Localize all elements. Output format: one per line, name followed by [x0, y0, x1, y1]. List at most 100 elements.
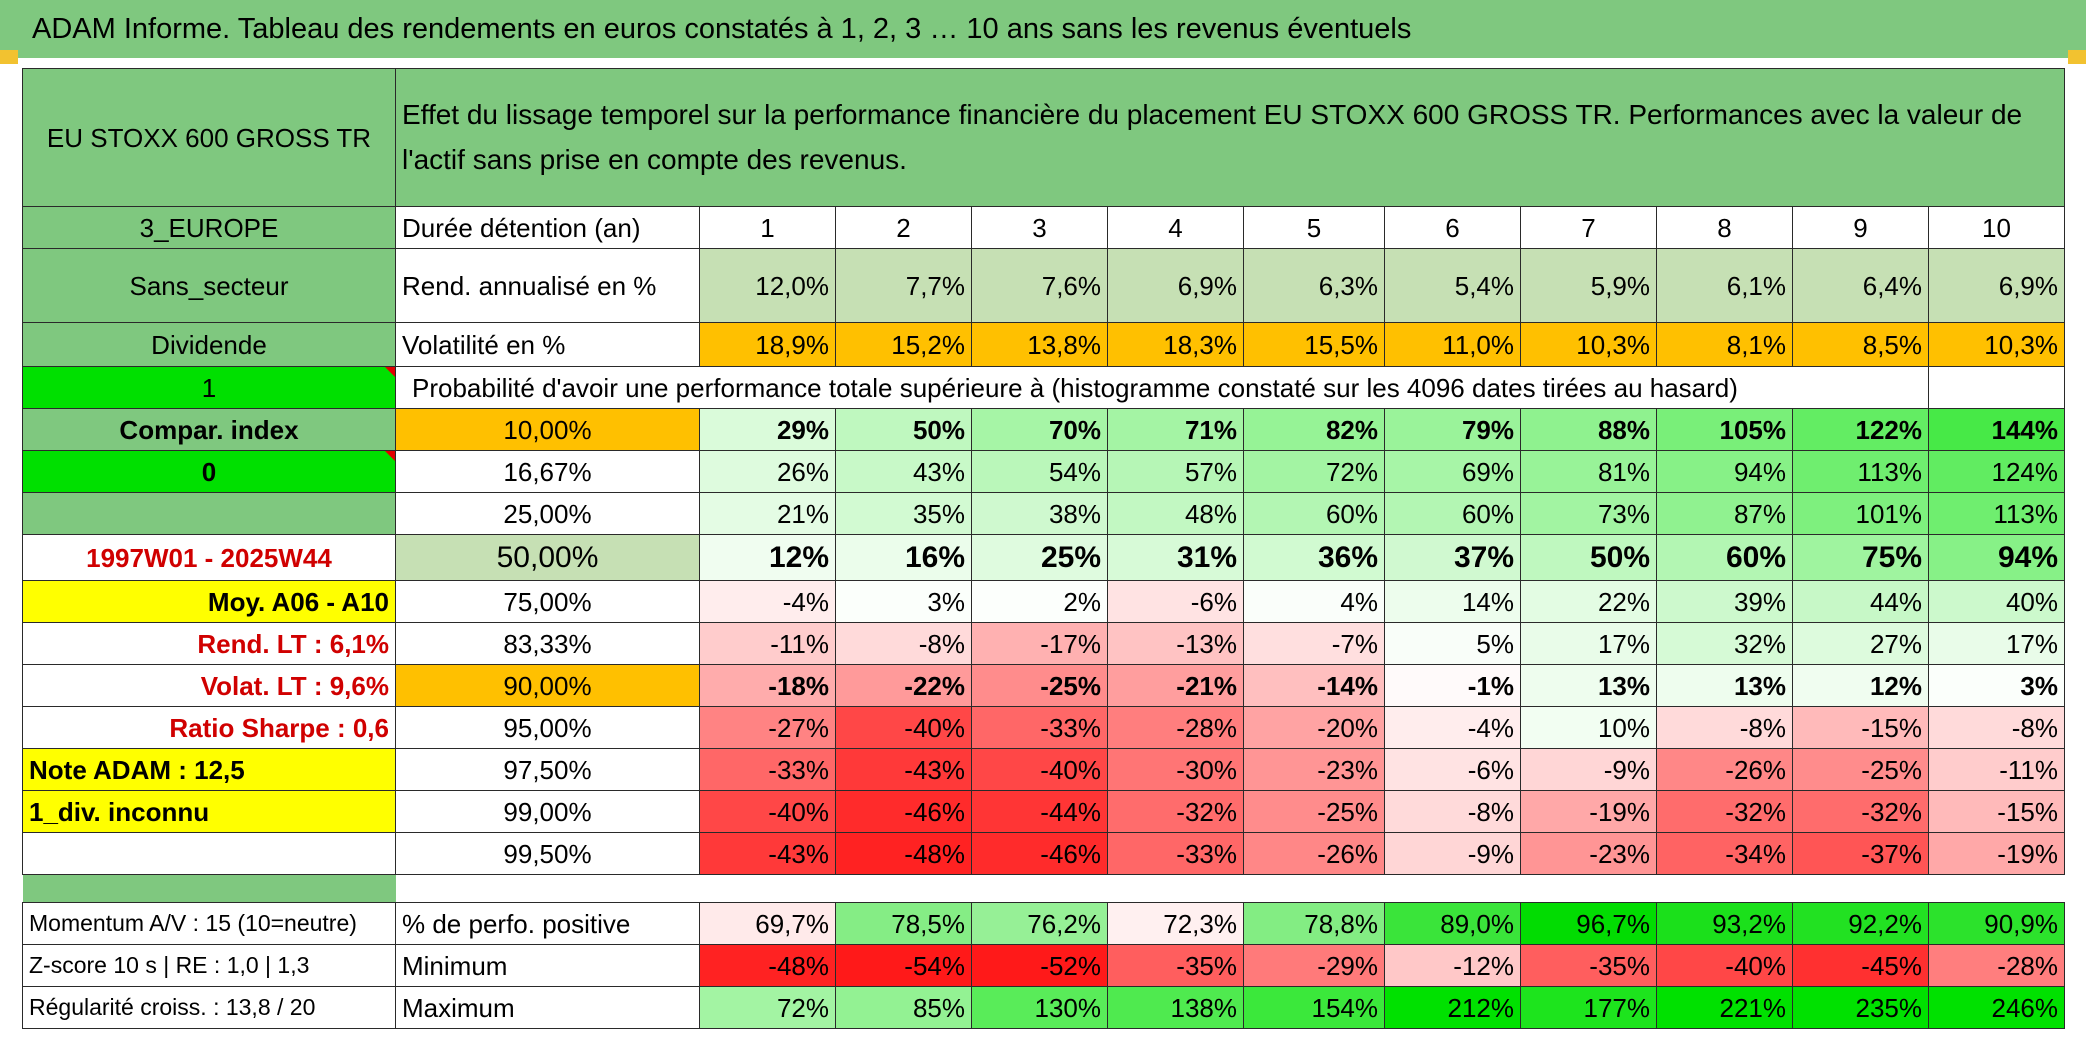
min-cell: -35% [1520, 944, 1657, 987]
year-header: 3 [971, 206, 1108, 249]
percentile-cell: 82% [1243, 408, 1385, 451]
percentile-cell: -25% [1243, 790, 1385, 833]
rend-cell: 12,0% [699, 248, 836, 323]
percentile-row: 99,50% -43% -48% -46% -33% -26% -9% -23% -34% -37… [22, 832, 2065, 875]
max-cell: 212% [1384, 986, 1521, 1029]
vol-cell: 8,1% [1656, 322, 1793, 367]
max-cell: 235% [1792, 986, 1929, 1029]
sector-label: Sans_secteur [22, 248, 396, 323]
asset-name: EU STOXX 600 GROSS TR [22, 68, 396, 207]
spacer [396, 875, 2065, 903]
percentile-label: 95,00% [395, 706, 700, 749]
percentile-cell: -17% [971, 622, 1108, 665]
percentile-cell: 48% [1107, 492, 1244, 535]
corner-marker-right [2068, 50, 2086, 64]
percentile-cell: -27% [699, 706, 836, 749]
percentile-label: 97,50% [395, 748, 700, 791]
percentile-cell: 124% [1928, 450, 2065, 493]
pos-label: % de perfo. positive [395, 902, 700, 945]
percentile-cell: -8% [1384, 790, 1521, 833]
max-cell: 246% [1928, 986, 2065, 1029]
percentile-cell: -44% [971, 790, 1108, 833]
min-cell: -40% [1656, 944, 1793, 987]
rend-cell: 6,4% [1792, 248, 1929, 323]
rend-cell: 6,9% [1928, 248, 2065, 323]
percentile-cell: 13% [1656, 664, 1793, 707]
percentile-cell: -32% [1656, 790, 1793, 833]
percentile-cell: -43% [835, 748, 972, 791]
vol-cell: 11,0% [1384, 322, 1521, 367]
momentum-info: Momentum A/V : 15 (10=neutre) [22, 902, 396, 945]
percentile-cell: 26% [699, 450, 836, 493]
note-label: Note ADAM : 12,5 [22, 748, 396, 791]
percentile-cell: 16% [835, 534, 972, 581]
vol-cell: 13,8% [971, 322, 1108, 367]
percentile-cell: 88% [1520, 408, 1657, 451]
percentile-cell: -40% [699, 790, 836, 833]
percentile-cell: -23% [1243, 748, 1385, 791]
rend-cell: 7,7% [835, 248, 972, 323]
zscore-info: Z-score 10 s | RE : 1,0 | 1,3 [22, 944, 396, 987]
min-cell: -52% [971, 944, 1108, 987]
percentile-cell: 39% [1656, 580, 1793, 623]
percentile-cell: 5% [1384, 622, 1521, 665]
percentile-cell: 4% [1243, 580, 1385, 623]
moy-label: Moy. A06 - A10 [22, 580, 396, 623]
percentile-label: 16,67% [395, 450, 700, 493]
percentile-cell: -11% [1928, 748, 2065, 791]
percentile-cell: -19% [1520, 790, 1657, 833]
percentile-cell: -14% [1243, 664, 1385, 707]
percentile-cell: -48% [835, 832, 972, 875]
vol-cell: 8,5% [1792, 322, 1929, 367]
min-cell: -29% [1243, 944, 1385, 987]
percentile-cell: 60% [1243, 492, 1385, 535]
min-cell: -54% [835, 944, 972, 987]
percentile-cell: -8% [835, 622, 972, 665]
percentile-cell: 14% [1384, 580, 1521, 623]
percentile-cell: -43% [699, 832, 836, 875]
percentile-cell: 38% [971, 492, 1108, 535]
min-cell: -12% [1384, 944, 1521, 987]
max-cell: 221% [1656, 986, 1793, 1029]
percentile-cell: 12% [1792, 664, 1929, 707]
percentile-cell: -6% [1107, 580, 1244, 623]
percentile-cell: -9% [1520, 748, 1657, 791]
empty-side-cell [22, 492, 396, 535]
percentile-cell: 17% [1520, 622, 1657, 665]
pos-cell: 76,2% [971, 902, 1108, 945]
percentile-cell: -46% [835, 790, 972, 833]
pos-cell: 90,9% [1928, 902, 2065, 945]
empty-cell [1792, 366, 1929, 409]
percentile-cell: -28% [1107, 706, 1244, 749]
percentile-label: 50,00% [395, 534, 700, 581]
percentile-row: Ratio Sharpe : 0,6 95,00% -27% -40% -33% -28%… [22, 706, 2065, 749]
percentile-cell: 31% [1107, 534, 1244, 581]
rend-label: Rend. annualisé en % [395, 248, 700, 323]
percentile-cell: -13% [1107, 622, 1244, 665]
percentile-cell: 94% [1656, 450, 1793, 493]
percentile-cell: -40% [971, 748, 1108, 791]
percentile-cell: 12% [699, 534, 836, 581]
percentile-cell: 50% [1520, 534, 1657, 581]
percentile-cell: 37% [1384, 534, 1521, 581]
percentile-cell: 81% [1520, 450, 1657, 493]
percentile-label: 83,33% [395, 622, 700, 665]
flag-zero: 0 [22, 450, 396, 493]
dividend-label: Dividende [22, 322, 396, 367]
vol-cell: 18,3% [1107, 322, 1244, 367]
percentile-cell: 113% [1928, 492, 2065, 535]
region-label: 3_EUROPE [22, 206, 396, 249]
percentile-cell: 105% [1656, 408, 1793, 451]
vol-cell: 10,3% [1928, 322, 2065, 367]
probability-caption: Probabilité d'avoir une performance tota… [395, 366, 1793, 409]
rend-cell: 6,3% [1243, 248, 1385, 323]
percentile-cell: -8% [1656, 706, 1793, 749]
max-label: Maximum [395, 986, 700, 1029]
pos-cell: 78,5% [835, 902, 972, 945]
percentile-cell: -32% [1792, 790, 1929, 833]
rend-cell: 6,1% [1656, 248, 1793, 323]
percentile-cell: 21% [699, 492, 836, 535]
pos-cell: 72,3% [1107, 902, 1244, 945]
percentile-row: 0 16,67% 26% 43% 54% 57% 72% 69% 81% 94% 113% 124% [22, 450, 2065, 493]
percentile-cell: -8% [1928, 706, 2065, 749]
